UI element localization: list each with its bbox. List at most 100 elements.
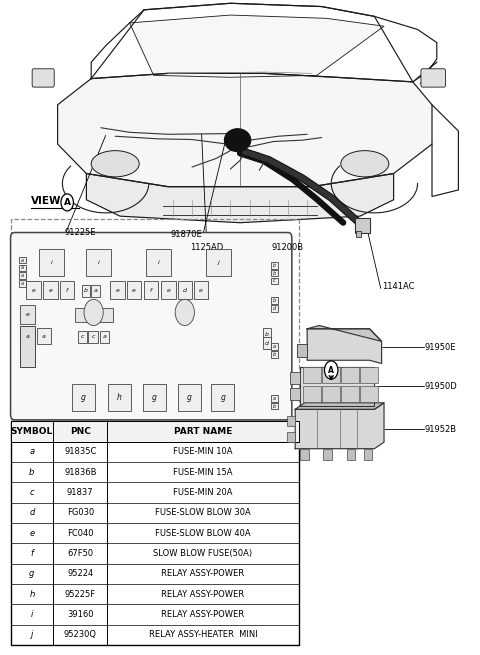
Text: c: c bbox=[91, 334, 95, 339]
Text: 39160: 39160 bbox=[67, 610, 94, 619]
Bar bbox=[100, 331, 109, 343]
Text: A: A bbox=[64, 198, 71, 207]
Bar bbox=[194, 281, 208, 299]
Text: FUSE-MIN 20A: FUSE-MIN 20A bbox=[173, 488, 233, 497]
Text: e: e bbox=[116, 288, 120, 293]
Circle shape bbox=[84, 299, 103, 326]
Bar bbox=[88, 331, 98, 343]
Ellipse shape bbox=[341, 151, 389, 177]
FancyBboxPatch shape bbox=[11, 233, 292, 420]
Text: b: b bbox=[273, 263, 276, 268]
FancyBboxPatch shape bbox=[421, 69, 445, 87]
Text: b: b bbox=[273, 298, 276, 303]
Text: 67F50: 67F50 bbox=[67, 549, 93, 558]
Text: b: b bbox=[84, 288, 88, 293]
Text: a: a bbox=[21, 281, 24, 286]
Polygon shape bbox=[307, 326, 382, 341]
Bar bbox=[19, 280, 26, 287]
Bar bbox=[297, 344, 307, 357]
Text: e: e bbox=[48, 288, 52, 293]
Bar bbox=[287, 432, 295, 442]
Bar bbox=[144, 281, 158, 299]
Text: d: d bbox=[29, 508, 35, 517]
Text: 91225E: 91225E bbox=[65, 228, 96, 237]
Text: e: e bbox=[199, 288, 203, 293]
Text: g: g bbox=[220, 393, 225, 402]
Text: b: b bbox=[265, 331, 269, 337]
Text: 95225F: 95225F bbox=[65, 590, 96, 599]
Text: 91837: 91837 bbox=[67, 488, 94, 497]
Bar bbox=[82, 285, 90, 297]
Bar bbox=[341, 367, 359, 383]
Bar bbox=[271, 270, 278, 276]
Text: a: a bbox=[273, 344, 276, 349]
Bar bbox=[146, 249, 171, 276]
Bar bbox=[108, 384, 131, 411]
Bar bbox=[20, 326, 35, 367]
Polygon shape bbox=[130, 15, 384, 77]
Text: a: a bbox=[25, 333, 29, 339]
Text: d: d bbox=[183, 288, 187, 293]
Text: d: d bbox=[265, 341, 269, 346]
Text: FUSE-MIN 10A: FUSE-MIN 10A bbox=[173, 447, 233, 457]
Text: j: j bbox=[31, 631, 33, 639]
Text: 91200B: 91200B bbox=[271, 243, 303, 252]
Text: a: a bbox=[273, 396, 276, 401]
Bar bbox=[360, 386, 378, 402]
Circle shape bbox=[324, 361, 338, 379]
Text: i: i bbox=[158, 260, 160, 265]
Bar bbox=[72, 384, 95, 411]
Text: 1141AC: 1141AC bbox=[382, 282, 414, 291]
Bar bbox=[19, 272, 26, 279]
Bar bbox=[110, 281, 125, 299]
Text: a: a bbox=[21, 257, 24, 263]
Text: FG030: FG030 bbox=[67, 508, 94, 517]
Text: 91950E: 91950E bbox=[425, 343, 456, 352]
Bar bbox=[300, 449, 309, 460]
Text: i: i bbox=[31, 610, 33, 619]
Bar bbox=[86, 249, 111, 276]
Text: A: A bbox=[328, 365, 334, 375]
Text: g: g bbox=[81, 393, 86, 402]
Ellipse shape bbox=[91, 151, 139, 177]
Bar bbox=[95, 308, 113, 322]
Polygon shape bbox=[300, 367, 374, 406]
Text: h: h bbox=[29, 590, 35, 599]
Text: 1125AD: 1125AD bbox=[190, 243, 223, 252]
Text: PNC: PNC bbox=[70, 427, 91, 436]
Bar bbox=[43, 281, 58, 299]
Text: f: f bbox=[150, 288, 152, 293]
Bar bbox=[19, 257, 26, 263]
Text: SYMBOL: SYMBOL bbox=[11, 427, 53, 436]
Polygon shape bbox=[307, 329, 382, 364]
Bar bbox=[271, 351, 278, 358]
Polygon shape bbox=[86, 174, 394, 223]
Text: e: e bbox=[25, 312, 29, 317]
Text: g: g bbox=[29, 569, 35, 578]
Bar bbox=[91, 285, 100, 297]
Bar bbox=[127, 281, 141, 299]
Bar bbox=[323, 449, 332, 460]
Bar bbox=[20, 305, 35, 324]
Bar bbox=[271, 343, 278, 350]
Text: FC040: FC040 bbox=[67, 529, 94, 538]
Text: f: f bbox=[30, 549, 34, 558]
Bar bbox=[263, 337, 271, 349]
Bar bbox=[300, 367, 374, 406]
Text: RELAY ASSY-POWER: RELAY ASSY-POWER bbox=[161, 610, 244, 619]
Text: RELAY ASSY-POWER: RELAY ASSY-POWER bbox=[161, 590, 244, 599]
Bar bbox=[11, 421, 299, 441]
Bar bbox=[290, 372, 300, 384]
Text: c: c bbox=[30, 488, 34, 497]
Polygon shape bbox=[295, 403, 384, 409]
Text: 91952B: 91952B bbox=[425, 424, 457, 434]
Text: g: g bbox=[152, 393, 157, 402]
Text: 91950D: 91950D bbox=[425, 382, 457, 391]
Bar bbox=[287, 416, 295, 426]
Text: RELAY ASSY-HEATER  MINI: RELAY ASSY-HEATER MINI bbox=[149, 631, 257, 639]
Text: c: c bbox=[81, 334, 84, 339]
Text: e: e bbox=[32, 288, 36, 293]
Text: PART NAME: PART NAME bbox=[174, 427, 232, 436]
Bar bbox=[356, 231, 361, 237]
Text: a: a bbox=[103, 334, 107, 339]
